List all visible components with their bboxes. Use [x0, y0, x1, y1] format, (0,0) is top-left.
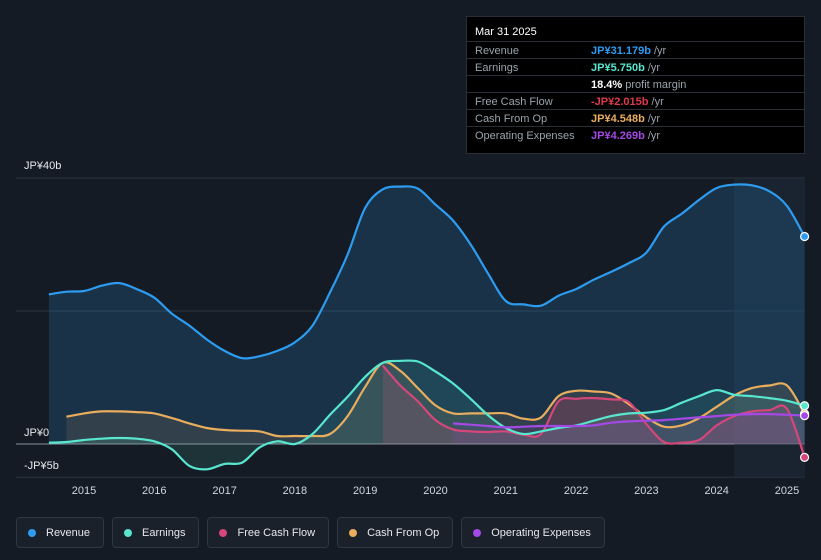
legend-item-operating-expenses[interactable]: Operating Expenses — [461, 517, 605, 548]
x-tick-2018: 2018 — [282, 485, 308, 497]
tooltip-panel: Mar 31 2025 Revenue JP¥31.179b /yr Earning… — [466, 16, 805, 154]
y-label-zero: JP¥0 — [24, 427, 50, 439]
tooltip-label: Cash From Op — [475, 113, 548, 125]
legend-label: Cash From Op — [367, 526, 440, 539]
legend-item-revenue[interactable]: Revenue — [16, 517, 105, 548]
cash-from-op-line — [66, 361, 806, 438]
tooltip-label: Revenue — [475, 45, 520, 57]
legend-label: Operating Expenses — [491, 526, 591, 539]
tooltip-label: Free Cash Flow — [475, 96, 553, 108]
tooltip-label: Operating Expenses — [475, 130, 575, 142]
series-areas — [48, 184, 805, 470]
tooltip-unit: profit margin — [625, 79, 687, 91]
tooltip-unit: /yr — [647, 130, 661, 142]
x-tick-2015: 2015 — [71, 485, 97, 497]
tooltip-label: Earnings — [475, 62, 519, 74]
legend-dot-icon — [219, 528, 228, 537]
tooltip-unit: /yr — [647, 113, 661, 125]
x-tick-2020: 2020 — [423, 485, 448, 497]
tooltip-unit: /yr — [647, 62, 661, 74]
x-tick-2023: 2023 — [634, 485, 659, 497]
free-cash-flow-line — [381, 364, 806, 458]
tooltip-value: JP¥31.179b /yr — [591, 45, 667, 57]
legend: Revenue Earnings Free Cash Flow Cash From O… — [16, 517, 605, 548]
earnings-end-marker — [799, 401, 810, 411]
series-end-markers — [799, 231, 810, 462]
operating-expenses-end-marker — [799, 411, 810, 421]
free-cash-flow-area — [382, 365, 805, 458]
operating-expenses-line — [453, 412, 805, 429]
tooltip-unit: /yr — [651, 96, 664, 108]
chart-grid — [16, 177, 805, 478]
x-tick-2025: 2025 — [774, 485, 800, 497]
x-tick-2022: 2022 — [563, 485, 589, 497]
tooltip-row: 18.4% profit margin — [467, 75, 804, 93]
legend-label: Free Cash Flow — [237, 526, 316, 539]
x-tick-2021: 2021 — [493, 485, 519, 497]
legend-dot-icon — [124, 528, 133, 537]
x-tick-2016: 2016 — [142, 485, 167, 497]
legend-label: Earnings — [142, 526, 186, 539]
x-tick-2017: 2017 — [212, 485, 237, 497]
legend-label: Revenue — [46, 526, 91, 539]
revenue-end-marker — [799, 231, 810, 242]
revenue-line — [48, 183, 806, 360]
legend-dot-icon — [473, 528, 482, 537]
y-label-bottom: -JP¥5b — [24, 460, 59, 472]
tooltip-unit: /yr — [654, 45, 667, 57]
free-cash-flow-end-marker — [799, 452, 810, 462]
earnings-area — [48, 360, 805, 470]
tooltip-row: Operating Expenses JP¥4.269b /yr — [467, 126, 804, 144]
x-tick-2019: 2019 — [352, 485, 378, 497]
y-label-top: JP¥40b — [24, 160, 62, 172]
tooltip-date: Mar 31 2025 — [475, 26, 537, 38]
legend-item-free-cash-flow[interactable]: Free Cash Flow — [207, 517, 330, 548]
tooltip-value: JP¥4.269b /yr — [591, 130, 661, 142]
tooltip-row: Earnings JP¥5.750b /yr — [467, 58, 804, 76]
revenue-area — [48, 184, 805, 445]
legend-dot-icon — [28, 528, 36, 537]
tooltip-value: 18.4% profit margin — [591, 79, 687, 91]
tooltip-row: Cash From Op JP¥4.548b /yr — [467, 109, 804, 127]
tooltip-value: -JP¥2.015b /yr — [591, 96, 664, 108]
legend-item-earnings[interactable]: Earnings — [112, 517, 200, 548]
tooltip-row: Revenue JP¥31.179b /yr — [467, 41, 804, 59]
x-tick-2024: 2024 — [704, 485, 729, 497]
tooltip-value: JP¥5.750b /yr — [591, 62, 661, 74]
tooltip-value: JP¥4.548b /yr — [591, 113, 661, 125]
operating-expenses-area — [453, 414, 805, 444]
legend-item-cash-from-op[interactable]: Cash From Op — [337, 517, 454, 548]
legend-dot-icon — [349, 528, 358, 537]
highlight-region — [734, 178, 805, 478]
tooltip-row: Free Cash Flow -JP¥2.015b /yr — [467, 92, 804, 110]
earnings-line — [48, 359, 805, 471]
cash-from-op-area — [66, 362, 805, 444]
series-lines — [48, 183, 806, 471]
